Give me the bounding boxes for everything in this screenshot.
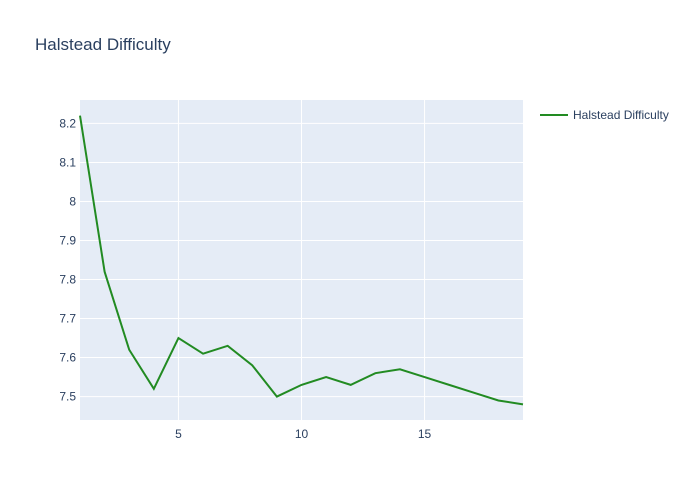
y-tick-label: 8 [69, 194, 76, 208]
y-tick-label: 7.7 [59, 312, 76, 326]
y-tick-label: 7.8 [59, 273, 76, 287]
chart-title: Halstead Difficulty [35, 35, 171, 54]
x-tick-label: 5 [175, 427, 182, 441]
y-axis-ticks: 7.5 7.6 7.7 7.8 7.9 8 8.1 8.2 [59, 116, 76, 403]
y-tick-label: 7.9 [59, 233, 76, 247]
legend[interactable]: Halstead Difficulty [540, 108, 669, 122]
x-tick-label: 15 [418, 427, 432, 441]
x-gridlines [177, 100, 426, 420]
y-tick-label: 8.1 [59, 155, 76, 169]
series-line-halstead-difficulty [79, 115, 524, 406]
y-tick-label: 7.5 [59, 390, 76, 404]
x-tick-label: 10 [295, 427, 309, 441]
y-tick-label: 8.2 [59, 116, 76, 130]
y-tick-label: 7.6 [59, 351, 76, 365]
x-axis-ticks: 5 10 15 [175, 427, 431, 441]
legend-label: Halstead Difficulty [573, 108, 669, 122]
